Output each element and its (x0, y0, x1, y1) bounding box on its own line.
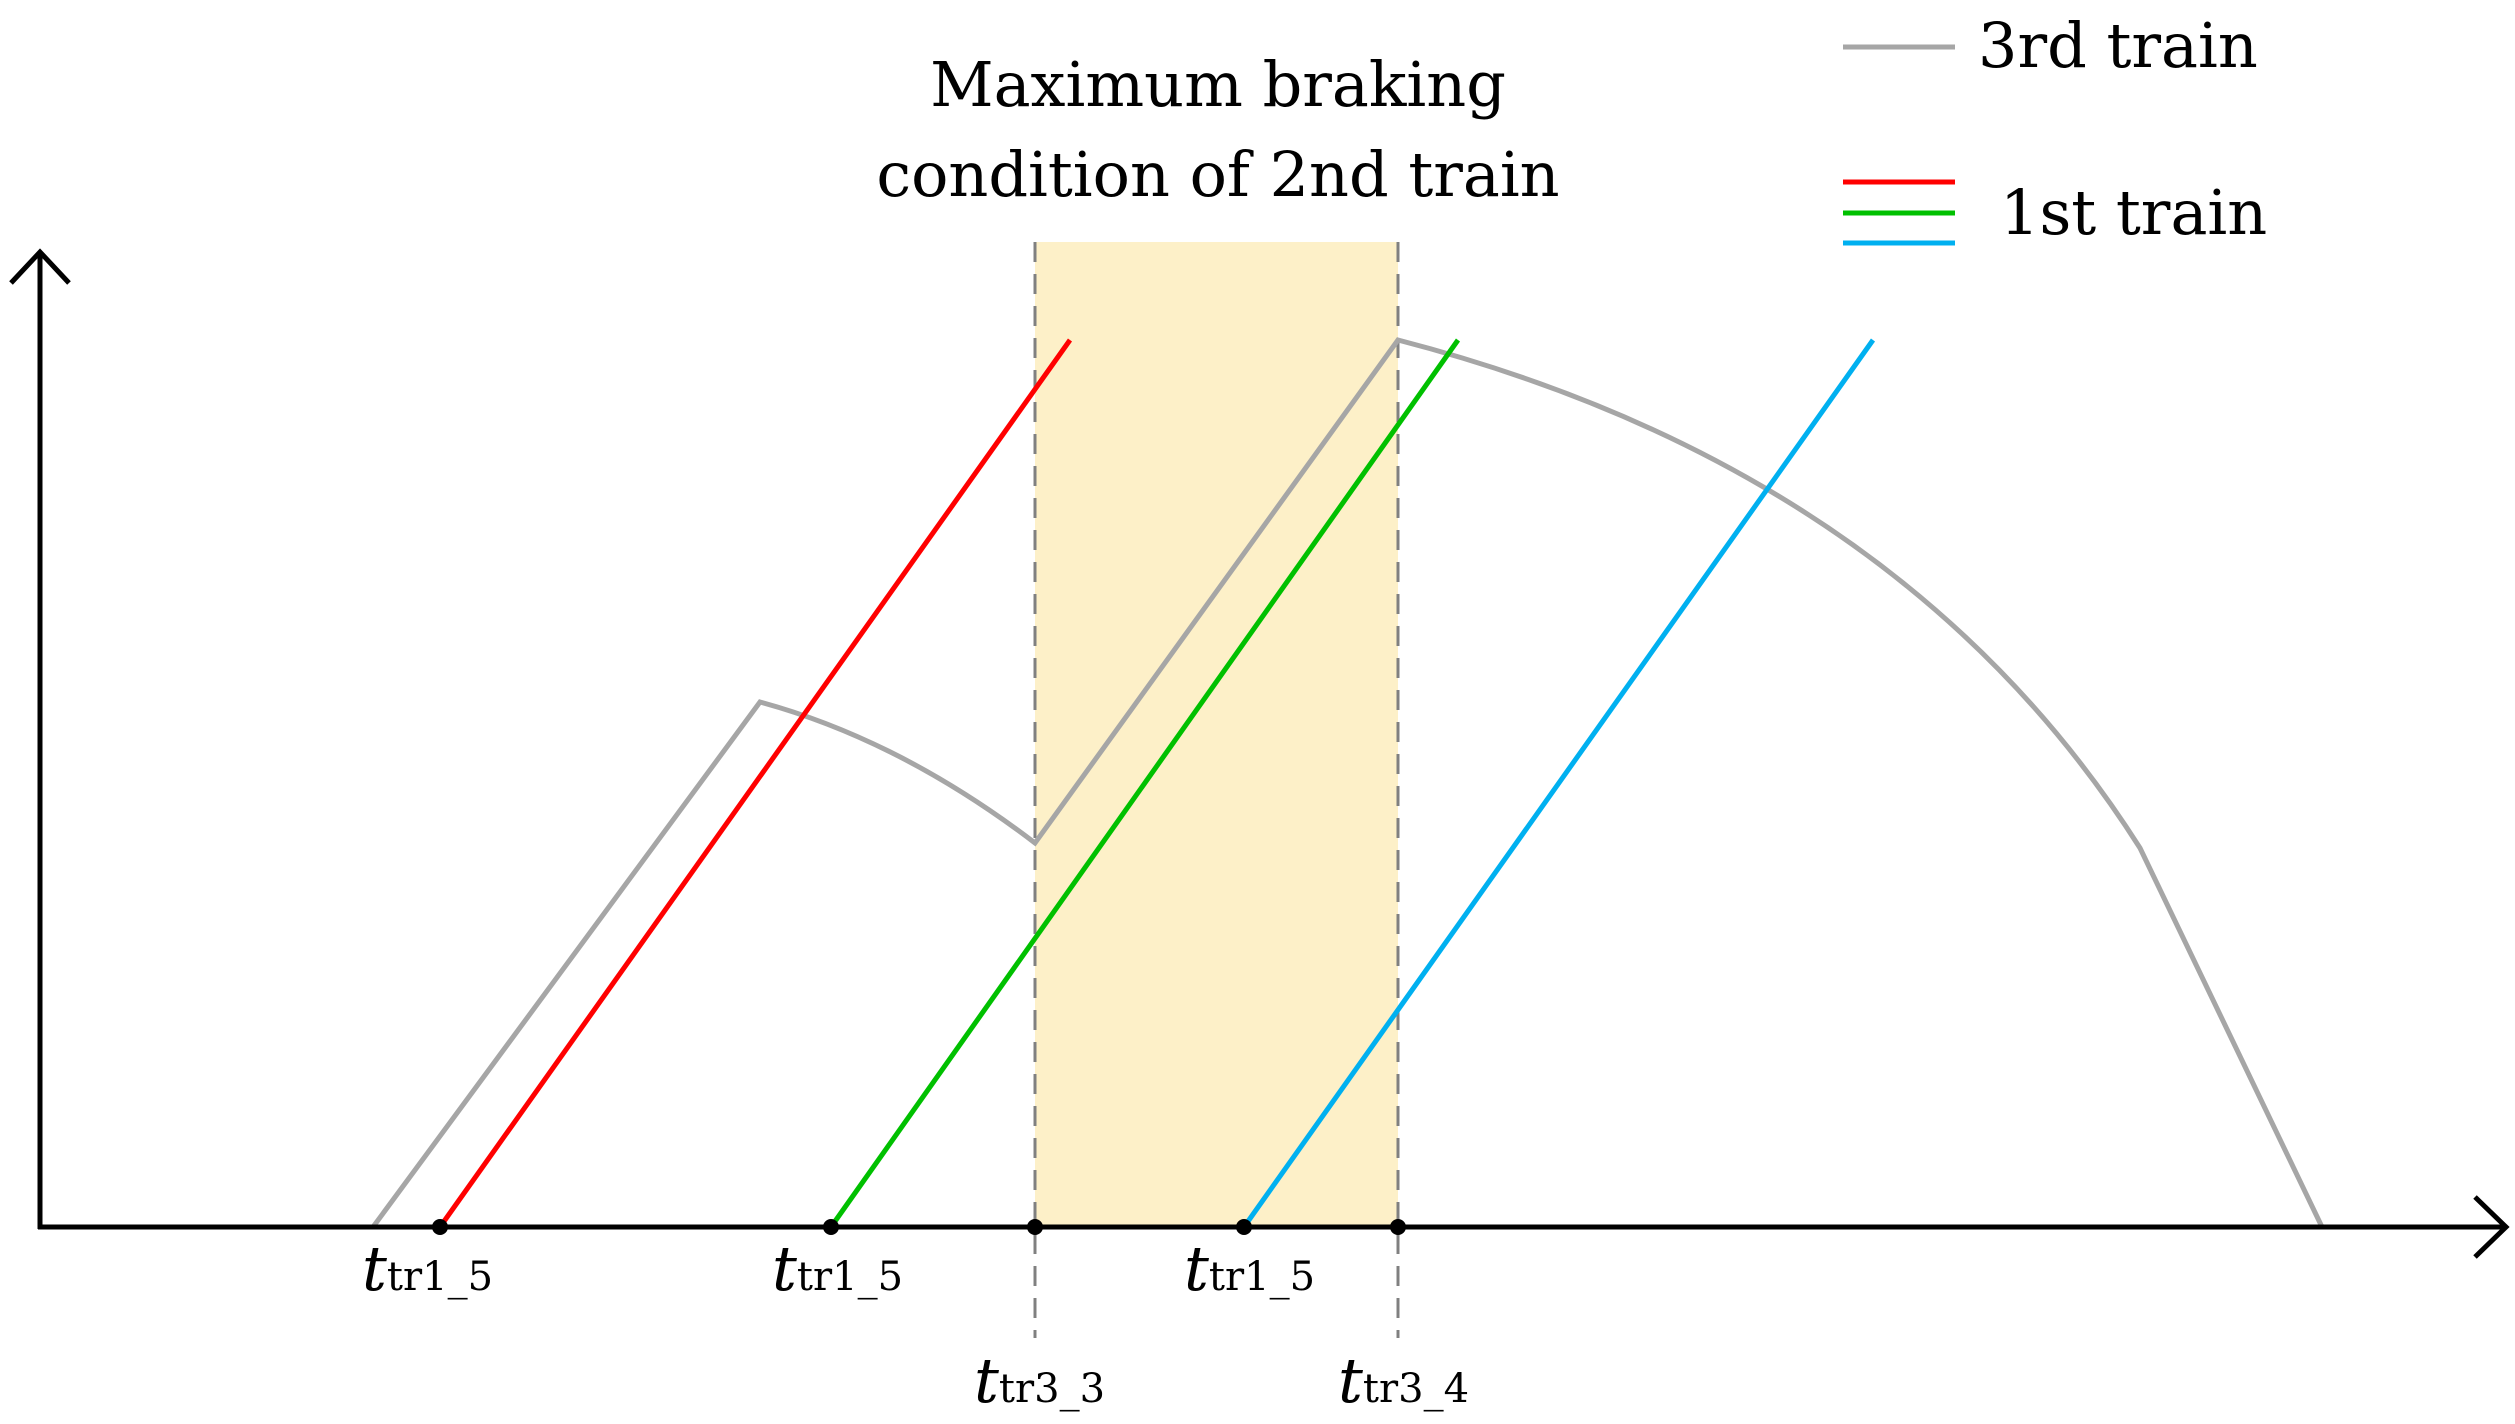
time-point-tr3-4 (1390, 1219, 1406, 1235)
time-point-tr1-5-c (1236, 1219, 1252, 1235)
time-point-tr3-3 (1027, 1219, 1043, 1235)
max-braking-zone (1035, 242, 1398, 1227)
annotation-line-2: condition of 2nd train (876, 138, 1559, 211)
legend-label-3rd-train: 3rd train (1978, 9, 2258, 82)
legend-label-1st-train: 1st train (2000, 176, 2267, 249)
time-label-tr1-5-b: ttr1_5 (772, 1232, 903, 1305)
first-train-run-red (437, 338, 1073, 1229)
y-axis-arrowhead (9, 248, 71, 285)
first-train-run-green (828, 338, 1461, 1229)
first-train-run-blue (1241, 338, 1876, 1229)
time-label-tr3-4: ttr3_4 (1338, 1344, 1469, 1417)
time-label-tr3-3: ttr3_3 (974, 1344, 1105, 1417)
annotation-line-1: Maximum braking (930, 48, 1506, 121)
time-point-tr1-5-b (823, 1219, 839, 1235)
time-label-tr1-5-c: ttr1_5 (1184, 1232, 1315, 1305)
time-point-tr1-5-a (432, 1219, 448, 1235)
third-train-curve (370, 337, 2325, 1229)
x-axis-arrowhead (2473, 1195, 2510, 1259)
time-label-tr1-5-a: ttr1_5 (362, 1232, 493, 1305)
